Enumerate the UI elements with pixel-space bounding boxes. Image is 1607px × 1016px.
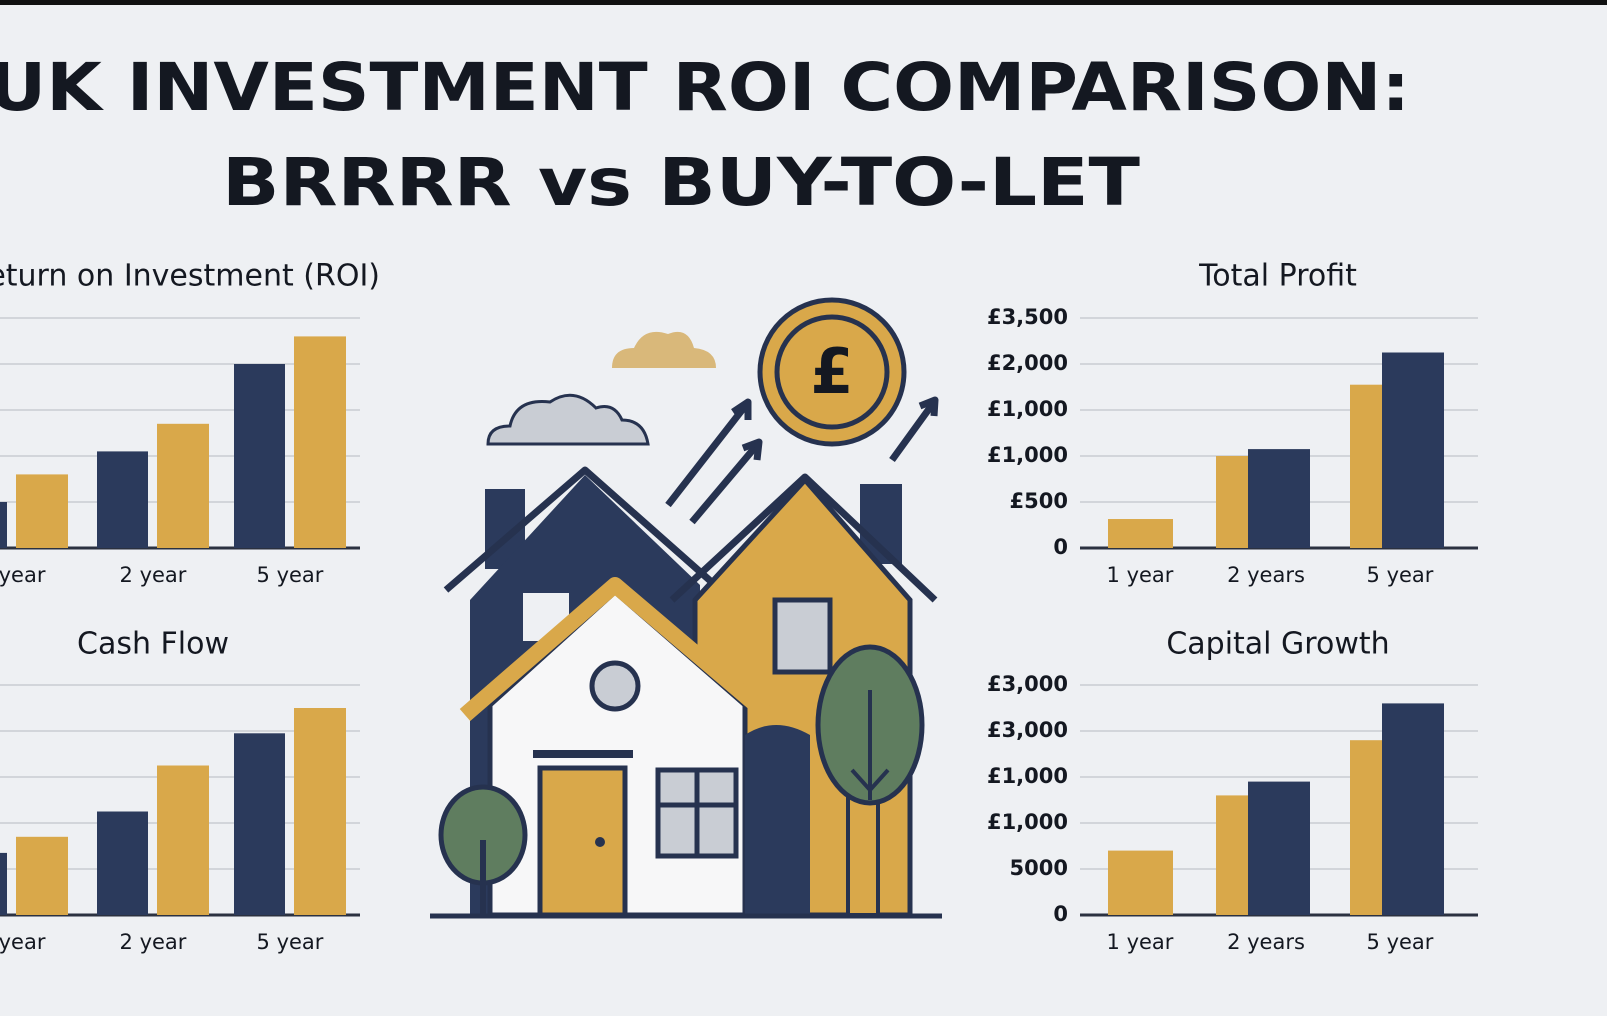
arrow [889, 399, 937, 463]
roof [669, 473, 938, 603]
x-tick-label: 5 year [257, 930, 324, 954]
chart-title: Return on Investment (ROI) [0, 259, 380, 294]
bar [294, 336, 346, 548]
bar [1216, 456, 1248, 548]
cloud [486, 393, 650, 446]
title-line: BRRRR vs BUY-TO-LET [222, 144, 1140, 221]
arrow [665, 402, 749, 508]
bar [234, 364, 285, 548]
door-knob [595, 837, 605, 847]
x-tick-label: 1 year [1107, 563, 1174, 587]
x-tick-label: 5 year [1367, 930, 1434, 954]
bar [1216, 795, 1248, 915]
arrow-head [731, 398, 752, 420]
bar [16, 836, 68, 915]
coin-symbol: £ [810, 335, 853, 408]
y-tick-label: £1,000 [987, 443, 1068, 467]
bar [0, 502, 7, 548]
top-bar [0, 0, 1607, 5]
y-tick-label: £1,000 [987, 397, 1068, 421]
cloud [612, 331, 716, 368]
x-tick-label: 2 years [1227, 563, 1305, 587]
bar [234, 733, 285, 915]
chart-title: Cash Flow [77, 627, 229, 662]
x-tick-label: 2 year [120, 563, 187, 587]
bar [1382, 703, 1444, 915]
chart-title: Capital Growth [1166, 627, 1389, 662]
y-tick-label: £1,000 [987, 810, 1068, 834]
tree-branch [850, 690, 890, 800]
y-tick-label: £3,000 [987, 672, 1068, 696]
arrow [689, 442, 760, 525]
door-canopy [533, 750, 633, 758]
coin-rim [774, 314, 890, 430]
bar [1248, 449, 1310, 548]
bar [97, 451, 148, 548]
y-tick-label: £2,000 [987, 351, 1068, 375]
arrow-head [918, 396, 939, 417]
y-tick-label: £500 [1010, 489, 1068, 513]
x-tick-label: 2 year [120, 930, 187, 954]
bar [16, 474, 68, 548]
y-tick-label: £3,500 [987, 305, 1068, 329]
bar [294, 708, 346, 915]
x-tick-label: 1 year [0, 563, 46, 587]
arrow-head [741, 438, 763, 461]
door [537, 765, 628, 918]
y-tick-label: £3,000 [987, 718, 1068, 742]
bar [157, 765, 209, 915]
x-tick-label: 5 year [1367, 563, 1434, 587]
bar [157, 423, 209, 548]
illustration: £ [430, 297, 942, 919]
x-tick-label: 1 year [1107, 930, 1174, 954]
title-line: UK INVESTMENT ROI COMPARISON: [0, 49, 1410, 126]
x-tick-label: 5 year [257, 563, 324, 587]
coin [757, 297, 907, 447]
bar [1248, 781, 1310, 915]
y-tick-label: 5000 [1010, 856, 1068, 880]
bar [1382, 352, 1444, 548]
roof [443, 466, 718, 593]
bar [1108, 519, 1173, 548]
round-window [589, 660, 641, 712]
bar [97, 811, 148, 915]
bar [0, 852, 7, 915]
x-tick-label: 1 year [0, 930, 46, 954]
bar [1350, 740, 1382, 915]
chart-title: Total Profit [1198, 259, 1357, 294]
roof [459, 577, 774, 722]
x-tick-label: 2 years [1227, 930, 1305, 954]
side-door [745, 725, 810, 915]
y-tick-label: 0 [1053, 902, 1068, 926]
bar [1108, 850, 1173, 915]
bar [1350, 384, 1382, 548]
y-tick-label: 0 [1053, 535, 1068, 559]
window [772, 597, 833, 675]
y-tick-label: £1,000 [987, 764, 1068, 788]
